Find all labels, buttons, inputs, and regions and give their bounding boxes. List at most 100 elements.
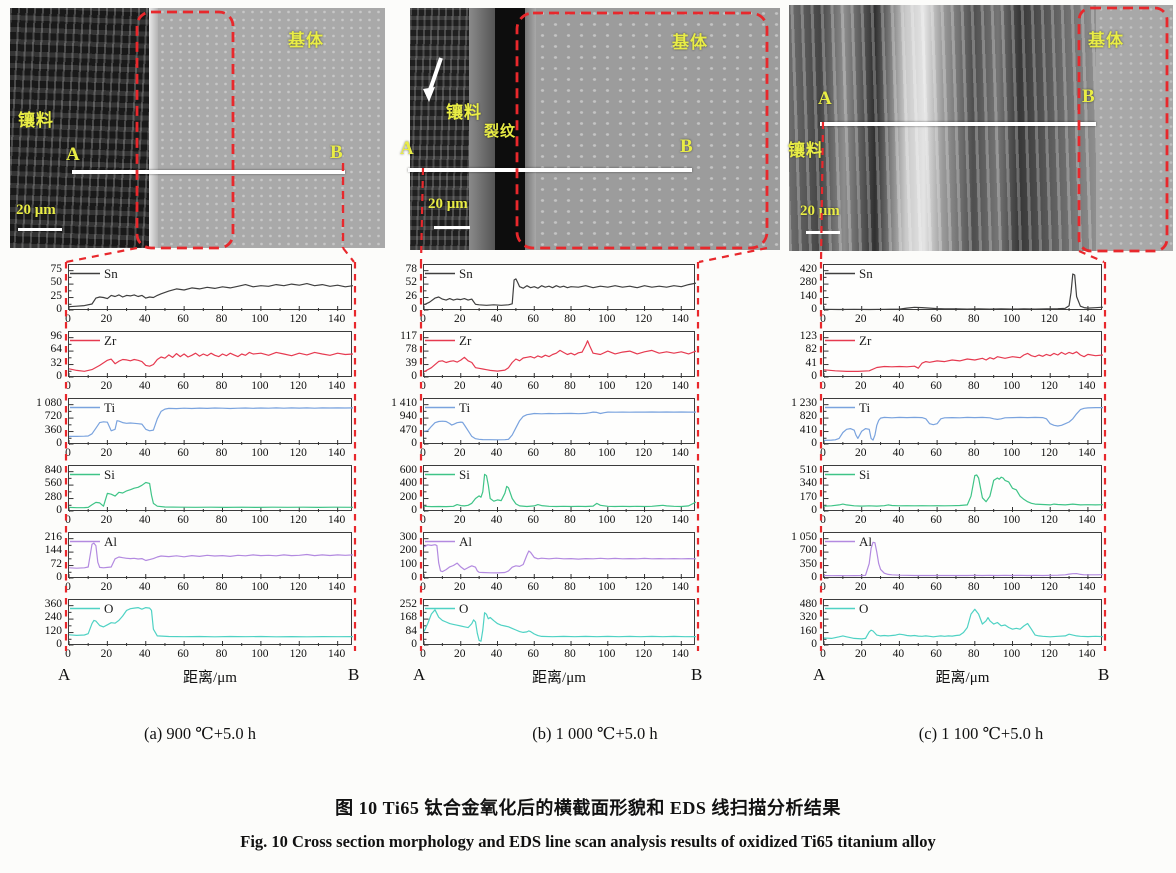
figure-caption-zh: 图 10 Ti65 钛合金氧化后的横截面形貌和 EDS 线扫描分析结果 <box>335 798 841 818</box>
x-tick-label: 60 <box>527 313 540 325</box>
y-tick-label: 160 <box>799 624 817 637</box>
x-tick-label: 140 <box>328 648 346 660</box>
legend-label-Al: Al <box>459 534 472 549</box>
x-tick-label: 60 <box>177 447 189 459</box>
x-tick-label: 20 <box>100 648 113 660</box>
x-tick-label: 120 <box>289 380 307 392</box>
y-tick-label: 340 <box>799 477 817 490</box>
x-tick-label: 140 <box>671 514 689 526</box>
sem-image-a <box>10 8 385 248</box>
projection-line-b-right <box>698 246 768 264</box>
x-tick-label: 0 <box>820 648 826 660</box>
x-tick-label: 100 <box>251 380 269 392</box>
x-tick-label: 100 <box>251 581 269 593</box>
x-tick-label: 100 <box>598 313 616 325</box>
x-tick-label: 0 <box>420 514 426 526</box>
y-tick-label: 820 <box>799 410 817 423</box>
y-tick-label: 41 <box>805 356 818 369</box>
y-tick-label: 420 <box>799 262 817 275</box>
x-tick-label: 20 <box>100 447 113 459</box>
scale-bar <box>434 226 470 229</box>
legend-label-Sn: Sn <box>859 266 873 281</box>
sem-texture-zone <box>158 8 385 248</box>
endpoint-a-label: A <box>58 665 71 684</box>
x-tick-label: 60 <box>177 648 189 660</box>
x-tick-label: 40 <box>892 514 905 526</box>
plot-svg: Sn <box>824 266 1103 311</box>
x-tick-label: 140 <box>671 380 689 392</box>
x-tick-label: 120 <box>634 447 653 459</box>
scan-line <box>408 168 692 172</box>
x-tick-label: 0 <box>420 648 426 660</box>
eds-plot-c-Sn: Sn <box>823 264 1103 311</box>
x-tick-label: 140 <box>328 581 346 593</box>
matrix-label: 基体 <box>288 31 324 50</box>
plot-svg: Al <box>824 534 1103 579</box>
series-line-Zr <box>69 351 353 372</box>
x-tick-label: 80 <box>968 313 980 325</box>
x-tick-label: 60 <box>177 514 189 526</box>
y-tick-label: 720 <box>44 410 62 423</box>
matrix-label: 基体 <box>672 33 708 52</box>
x-tick-label: 40 <box>490 447 503 459</box>
endpoint-b-label: B <box>348 665 360 684</box>
y-tick-label: 144 <box>44 544 62 557</box>
y-tick-label: 0 <box>811 638 817 650</box>
legend-label-Ti: Ti <box>859 400 870 415</box>
y-tick-label: 82 <box>805 343 818 356</box>
x-tick-label: 140 <box>671 447 689 459</box>
eds-plot-c-Zr: Zr <box>823 331 1103 378</box>
series-line-Zr <box>824 351 1103 373</box>
point-b-label: B <box>330 142 343 163</box>
x-tick-label: 0 <box>65 313 71 325</box>
legend-label-Al: Al <box>859 534 872 549</box>
x-tick-label: 80 <box>564 514 576 526</box>
x-tick-label: 120 <box>1040 514 1058 526</box>
series-line-O <box>424 609 696 642</box>
eds-plot-c-Si: Si <box>823 465 1103 512</box>
y-tick-label: 0 <box>56 370 62 382</box>
x-tick-label: 140 <box>671 313 689 325</box>
mount-label: 镶料 <box>18 111 54 130</box>
y-tick-label: 96 <box>50 329 63 342</box>
plot-svg: O <box>424 601 696 646</box>
eds-plot-b-Ti: Ti <box>423 398 696 445</box>
endpoint-a-label: A <box>413 665 426 684</box>
y-tick-label: 560 <box>44 477 62 490</box>
x-tick-label: 140 <box>1078 581 1096 593</box>
x-tick-label: 80 <box>215 648 228 660</box>
x-tick-label: 20 <box>854 380 867 392</box>
legend-label-Al: Al <box>104 534 117 549</box>
y-tick-label: 470 <box>399 423 417 436</box>
y-tick-label: 1 230 <box>791 396 817 409</box>
x-tick-label: 140 <box>328 447 346 459</box>
plot-svg: Ti <box>824 400 1103 445</box>
y-tick-label: 410 <box>799 423 817 436</box>
x-tick-label: 20 <box>854 447 867 459</box>
scale-bar <box>18 228 62 231</box>
x-tick-label: 20 <box>454 380 466 392</box>
x-tick-label: 20 <box>100 581 113 593</box>
plot-svg: Ti <box>424 400 696 445</box>
x-tick-label: 140 <box>328 514 346 526</box>
x-tick-label: 140 <box>328 313 346 325</box>
y-tick-label: 0 <box>411 504 417 516</box>
eds-plot-b-Al: Al <box>423 532 696 579</box>
series-line-Ti <box>424 411 696 441</box>
x-tick-label: 120 <box>634 313 653 325</box>
x-tick-label: 0 <box>65 380 71 392</box>
legend-label-Sn: Sn <box>104 266 118 281</box>
x-tick-label: 40 <box>139 648 151 660</box>
x-tick-label: 120 <box>289 313 307 325</box>
series-line-O <box>824 608 1103 640</box>
x-tick-label: 40 <box>139 380 151 392</box>
y-tick-label: 840 <box>44 463 62 476</box>
x-tick-label: 140 <box>1078 514 1096 526</box>
x-tick-label: 40 <box>490 581 503 593</box>
x-tick-label: 0 <box>420 447 426 459</box>
x-tick-label: 80 <box>215 581 228 593</box>
legend-label-Si: Si <box>104 467 115 482</box>
projection-line-a-right <box>342 247 355 263</box>
x-tick-label: 80 <box>564 648 576 660</box>
